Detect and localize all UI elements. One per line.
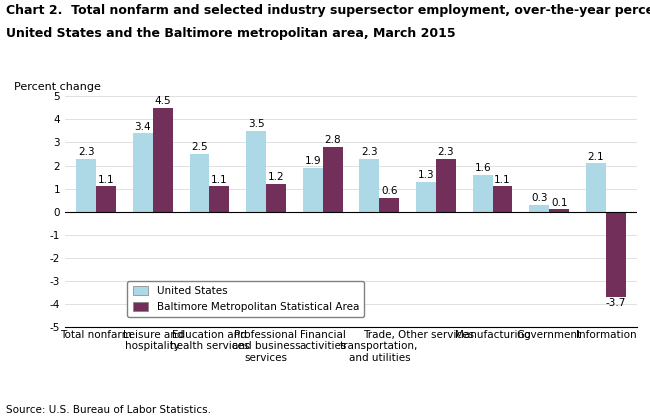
Bar xyxy=(606,212,626,297)
Bar xyxy=(153,108,173,212)
Bar xyxy=(303,168,322,212)
Bar xyxy=(266,184,286,212)
Text: 1.1: 1.1 xyxy=(98,175,114,185)
Bar xyxy=(190,154,209,212)
Text: 2.3: 2.3 xyxy=(78,147,94,157)
Text: 1.3: 1.3 xyxy=(418,170,434,180)
Text: 1.6: 1.6 xyxy=(474,163,491,173)
Bar xyxy=(473,175,493,212)
Bar xyxy=(529,205,549,212)
Text: 0.6: 0.6 xyxy=(381,186,398,196)
Bar xyxy=(246,131,266,212)
Text: 0.3: 0.3 xyxy=(531,193,547,203)
Bar xyxy=(209,186,229,212)
Text: 1.1: 1.1 xyxy=(494,175,511,185)
Bar xyxy=(380,198,399,212)
Text: 2.8: 2.8 xyxy=(324,135,341,145)
Text: 2.1: 2.1 xyxy=(588,152,604,162)
Text: 2.3: 2.3 xyxy=(361,147,378,157)
Text: 2.5: 2.5 xyxy=(191,142,208,153)
Text: 0.1: 0.1 xyxy=(551,198,567,208)
Bar xyxy=(359,158,380,212)
Text: 4.5: 4.5 xyxy=(155,96,171,106)
Bar xyxy=(322,147,343,212)
Legend: United States, Baltimore Metropolitan Statistical Area: United States, Baltimore Metropolitan St… xyxy=(127,281,364,317)
Text: 1.2: 1.2 xyxy=(268,172,284,182)
Text: United States and the Baltimore metropolitan area, March 2015: United States and the Baltimore metropol… xyxy=(6,27,456,40)
Text: 1.1: 1.1 xyxy=(211,175,227,185)
Bar xyxy=(96,186,116,212)
Bar xyxy=(436,158,456,212)
Text: Source: U.S. Bureau of Labor Statistics.: Source: U.S. Bureau of Labor Statistics. xyxy=(6,405,211,415)
Bar xyxy=(549,210,569,212)
Text: 3.4: 3.4 xyxy=(135,122,151,132)
Text: 1.9: 1.9 xyxy=(304,156,321,166)
Bar xyxy=(76,158,96,212)
Bar xyxy=(133,133,153,212)
Bar xyxy=(416,182,436,212)
Text: 2.3: 2.3 xyxy=(437,147,454,157)
Text: Chart 2.  Total nonfarm and selected industry supersector employment, over-the-y: Chart 2. Total nonfarm and selected indu… xyxy=(6,4,650,17)
Text: 3.5: 3.5 xyxy=(248,119,265,129)
Text: -3.7: -3.7 xyxy=(606,298,626,308)
Bar xyxy=(586,163,606,212)
Bar xyxy=(493,186,512,212)
Text: Percent change: Percent change xyxy=(14,82,100,92)
